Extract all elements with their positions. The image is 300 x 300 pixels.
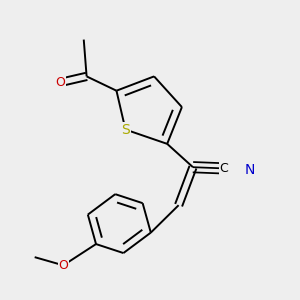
Text: C: C	[219, 162, 228, 175]
Text: S: S	[121, 123, 130, 136]
Text: N: N	[245, 163, 255, 177]
Text: O: O	[58, 259, 68, 272]
Text: O: O	[55, 76, 65, 89]
